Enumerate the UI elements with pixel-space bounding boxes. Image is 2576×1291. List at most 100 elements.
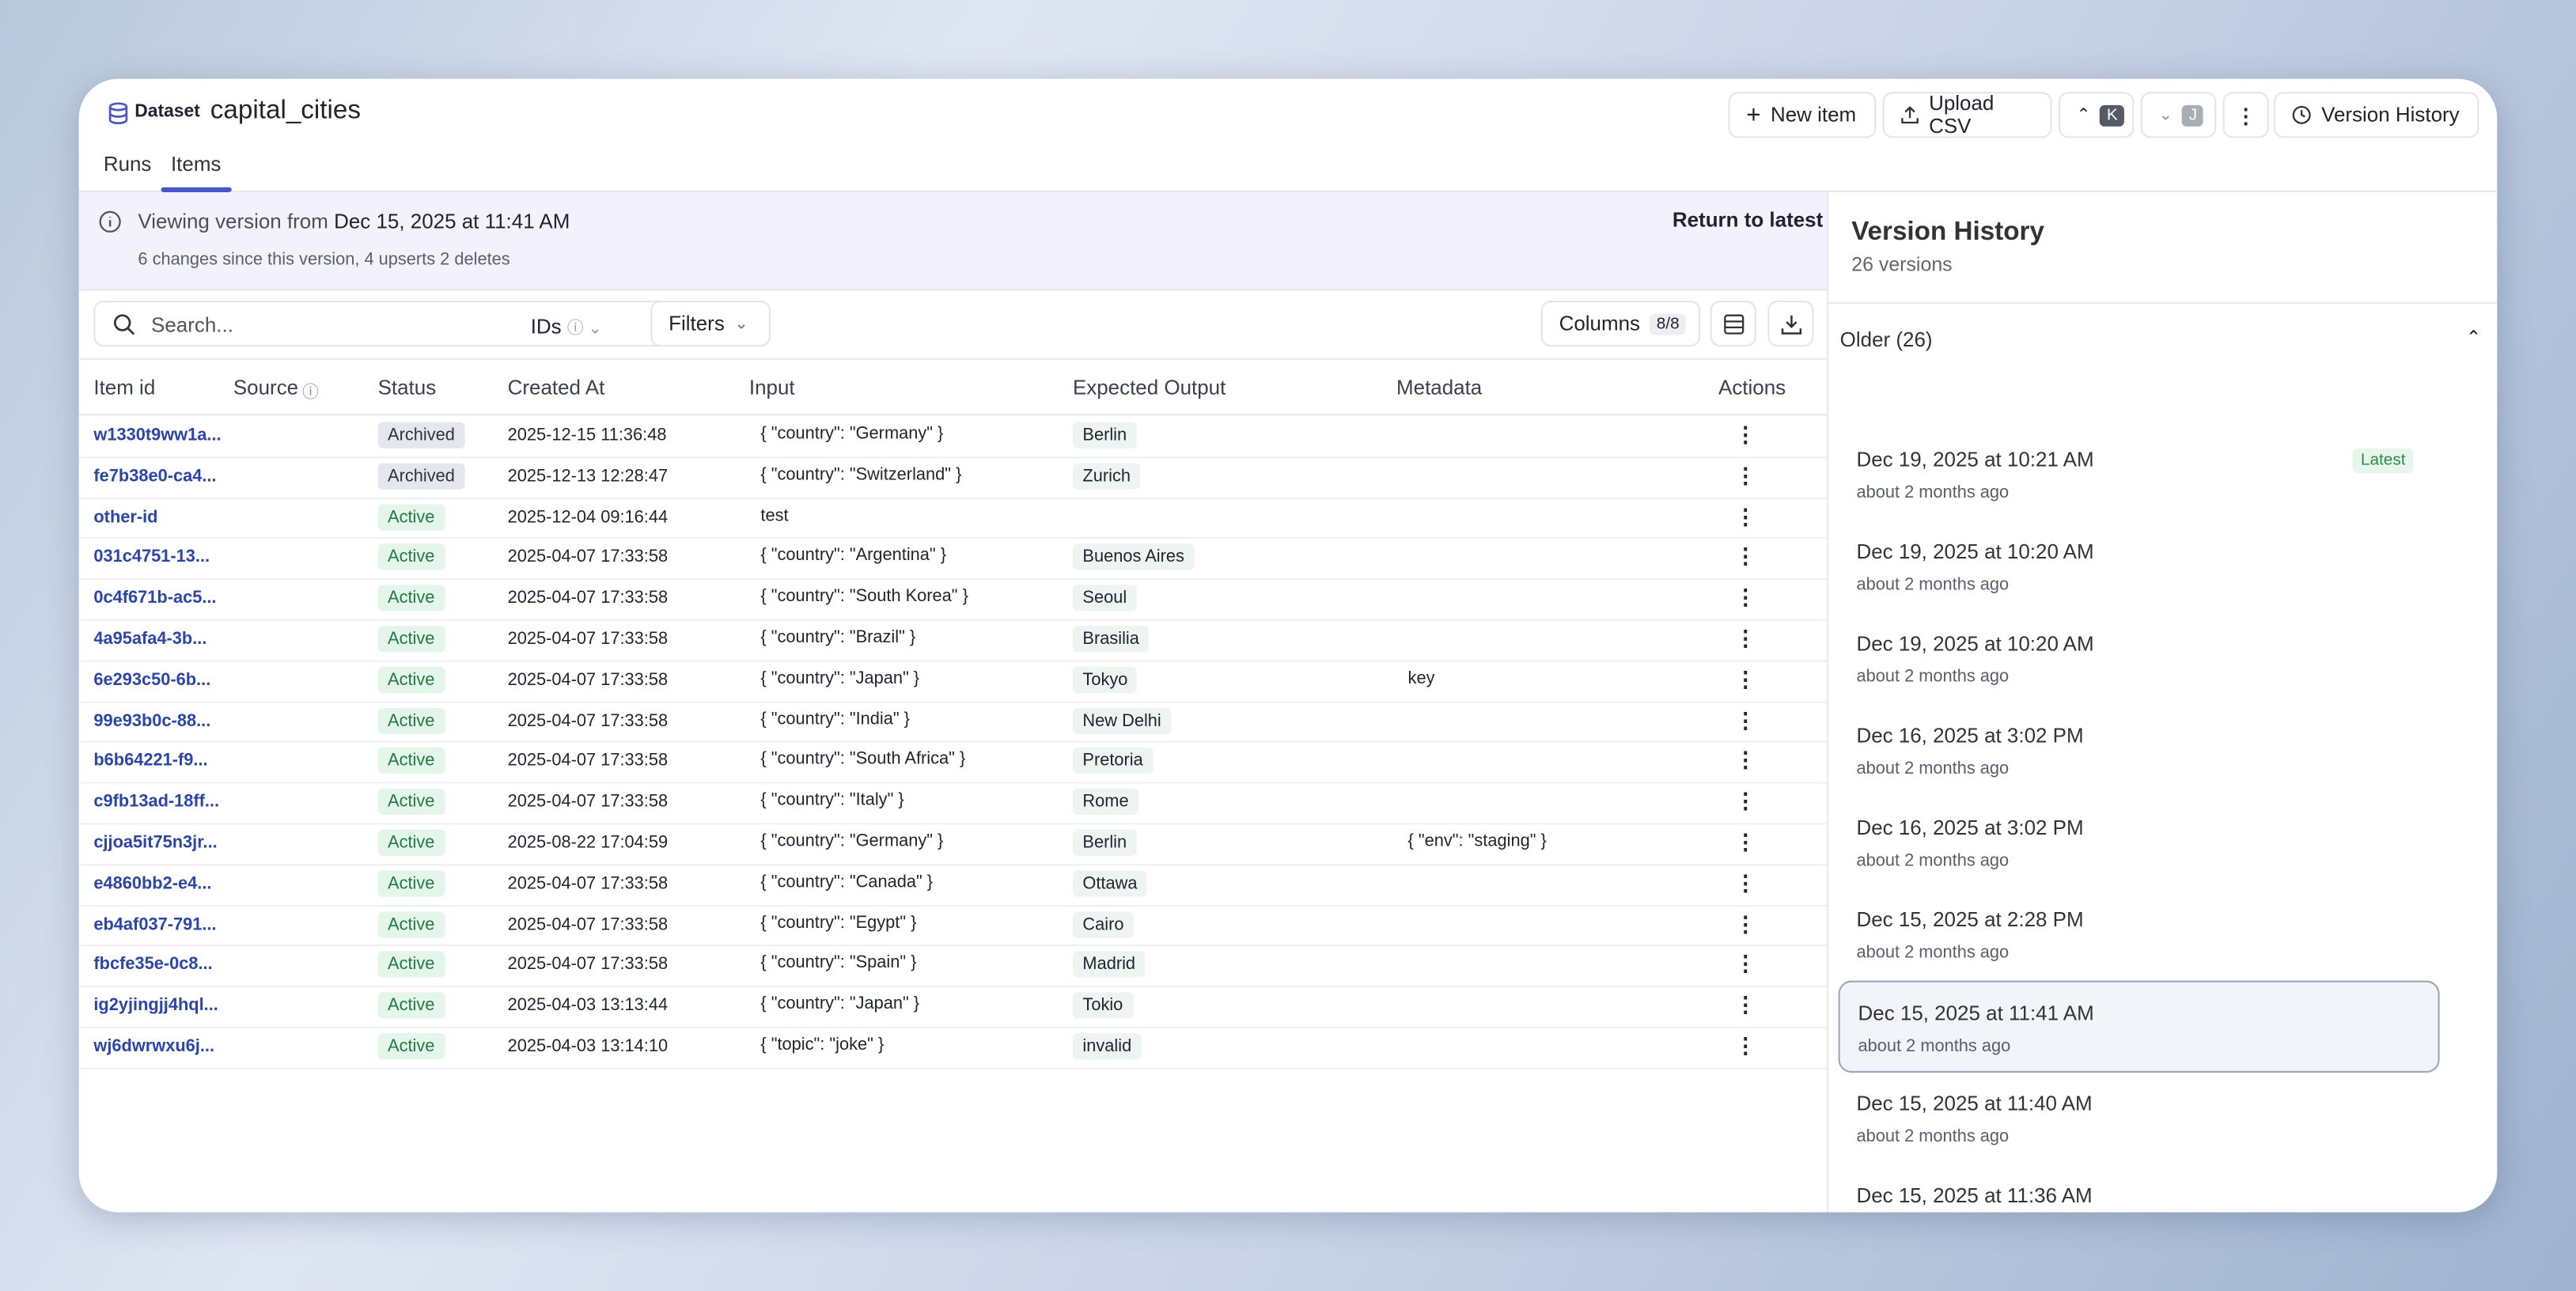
item-id-link[interactable]: fe7b38e0-ca4... xyxy=(93,466,217,486)
item-id-link[interactable]: 99e93b0c-88... xyxy=(93,710,211,731)
row-divider xyxy=(78,497,1828,499)
item-id-link[interactable]: wj6dwrwxu6j... xyxy=(93,1036,215,1057)
source-info-icon: ⓘ xyxy=(302,384,319,403)
input-cell: { "country": "Italy" } xyxy=(760,790,904,811)
item-id-link[interactable]: fbcfe35e-0c8... xyxy=(93,955,213,975)
status-badge: Active xyxy=(377,666,445,693)
row-actions[interactable]: ⋮ xyxy=(1734,585,1756,610)
created-at: 2025-04-07 17:33:58 xyxy=(507,710,669,731)
collapse-icon[interactable]: ⌃ xyxy=(2465,328,2481,349)
columns-button[interactable]: Columns 8/8 xyxy=(1540,300,1701,347)
item-id-link[interactable]: other-id xyxy=(93,506,158,527)
created-at: 2025-12-04 09:16:44 xyxy=(507,506,669,527)
created-at: 2025-04-07 17:33:58 xyxy=(507,873,669,894)
search-box[interactable]: Search... IDs ⓘ ⌄ xyxy=(93,300,771,347)
download-button[interactable] xyxy=(1767,300,1814,347)
item-id-link[interactable]: 6e293c50-6b... xyxy=(93,669,211,690)
version-item[interactable]: Dec 15, 2025 at 11:40 AM about 2 months a… xyxy=(1839,1073,2440,1164)
row-actions[interactable]: ⋮ xyxy=(1734,544,1756,570)
new-item-button[interactable]: + New item xyxy=(1728,92,1877,138)
item-id-link[interactable]: 4a95afa4-3b... xyxy=(93,629,207,649)
version-item[interactable]: Dec 16, 2025 at 3:02 PM about 2 months ag… xyxy=(1839,797,2440,888)
ids-selector[interactable]: IDs ⓘ ⌄ xyxy=(530,315,602,339)
version-item[interactable]: Dec 19, 2025 at 10:20 AM about 2 months a… xyxy=(1839,521,2440,612)
row-actions[interactable]: ⋮ xyxy=(1734,503,1756,528)
item-id-link[interactable]: eb4af037-791... xyxy=(93,914,217,934)
item-id-link[interactable]: e4860bb2-e4... xyxy=(93,873,212,894)
row-actions[interactable]: ⋮ xyxy=(1734,870,1756,895)
density-button[interactable] xyxy=(1710,300,1756,347)
item-id-link[interactable]: b6b64221-f9... xyxy=(93,751,208,771)
status-badge: Archived xyxy=(377,422,465,449)
item-id-link[interactable]: w1330t9ww1a... xyxy=(93,425,222,445)
input-cell: { "topic": "joke" } xyxy=(760,1035,885,1055)
version-age: about 2 months ago xyxy=(1856,483,2010,503)
version-item[interactable]: Dec 16, 2025 at 3:02 PM about 2 months ag… xyxy=(1839,705,2440,797)
status-badge: Active xyxy=(377,789,445,816)
upload-icon xyxy=(1901,106,1919,124)
return-to-latest[interactable]: Return to latest xyxy=(1672,208,1824,232)
row-divider xyxy=(78,823,1828,825)
version-item[interactable]: Dec 19, 2025 at 10:20 AM about 2 months a… xyxy=(1839,613,2440,705)
row-actions[interactable]: ⋮ xyxy=(1734,748,1756,773)
upload-csv-button[interactable]: Upload CSV xyxy=(1882,92,2052,138)
version-item[interactable]: Dec 15, 2025 at 2:28 PM about 2 months ag… xyxy=(1839,888,2440,980)
divider xyxy=(78,190,2498,192)
item-id-link[interactable]: cjjoa5it75n3jr... xyxy=(93,832,218,853)
row-actions[interactable]: ⋮ xyxy=(1734,992,1756,1017)
input-cell: { "country": "Egypt" } xyxy=(760,912,917,933)
row-actions[interactable]: ⋮ xyxy=(1734,911,1756,936)
button-label: Version History xyxy=(2321,103,2460,127)
version-age: about 2 months ago xyxy=(1858,1036,2011,1057)
item-id-link[interactable]: 031c4751-13... xyxy=(93,547,210,568)
previous-button[interactable]: ⌃ K xyxy=(2058,92,2135,138)
version-item[interactable]: Dec 15, 2025 at 11:41 AM about 2 months a… xyxy=(1838,980,2440,1073)
tab[interactable]: Runs xyxy=(103,153,152,176)
version-panel: Version History 26 versions Older (26) ⌃… xyxy=(1827,191,2498,1213)
tab[interactable]: Items xyxy=(170,153,222,176)
item-id-link[interactable]: 0c4f671b-ac5... xyxy=(93,588,217,608)
input-cell: { "country": "Canada" } xyxy=(760,872,934,892)
version-date: Dec 19, 2025 at 10:20 AM xyxy=(1856,540,2094,564)
item-id-link[interactable]: c9fb13ad-18ff... xyxy=(93,792,220,812)
row-actions[interactable]: ⋮ xyxy=(1734,463,1756,488)
divider xyxy=(78,358,1828,360)
row-actions[interactable]: ⋮ xyxy=(1734,952,1756,977)
next-button[interactable]: ⌄ J xyxy=(2140,92,2217,138)
group-header[interactable]: Older (26) xyxy=(1839,328,1933,352)
expected-output-badge: Madrid xyxy=(1072,952,1146,979)
row-actions[interactable]: ⋮ xyxy=(1734,422,1756,447)
expected-output-badge: Pretoria xyxy=(1072,748,1154,774)
row-actions[interactable]: ⋮ xyxy=(1734,789,1756,814)
created-at: 2025-04-07 17:33:58 xyxy=(507,588,669,608)
more-button[interactable]: ⋮ xyxy=(2222,92,2269,138)
version-date: Dec 15, 2025 at 2:28 PM xyxy=(1856,908,2084,932)
rows-icon xyxy=(1723,313,1744,334)
column-header: Source xyxy=(233,376,299,399)
filters-button[interactable]: Filters ⌄ xyxy=(650,300,771,347)
expected-output-badge: Buenos Aires xyxy=(1072,544,1195,571)
row-actions[interactable]: ⋮ xyxy=(1734,666,1756,691)
dataset-window: Dataset capital_cities + New item Upload … xyxy=(78,78,2498,1213)
row-actions[interactable]: ⋮ xyxy=(1734,707,1756,733)
metadata-cell: { "env": "staging" } xyxy=(1407,831,1547,851)
dataset-badge: Dataset xyxy=(134,101,200,122)
banner-note: 6 changes since this version, 4 upserts … xyxy=(138,249,510,270)
status-badge: Active xyxy=(377,952,445,979)
version-history-button[interactable]: Version History xyxy=(2273,92,2479,138)
row-actions[interactable]: ⋮ xyxy=(1734,626,1756,651)
item-id-link[interactable]: ig2yjingjj4hql... xyxy=(93,995,218,1016)
row-actions[interactable]: ⋮ xyxy=(1734,1033,1756,1058)
created-at: 2025-04-07 17:33:58 xyxy=(507,792,669,812)
row-divider xyxy=(78,537,1828,539)
column-header: Actions xyxy=(1718,376,1786,399)
input-cell: { "country": "Japan" } xyxy=(760,668,920,688)
download-icon xyxy=(1780,314,1801,334)
version-date: Dec 16, 2025 at 3:02 PM xyxy=(1856,724,2084,748)
metadata-cell: key xyxy=(1407,668,1435,688)
version-item[interactable]: Dec 19, 2025 at 10:21 AM about 2 months a… xyxy=(1839,429,2440,521)
input-cell: { "country": "Japan" } xyxy=(760,994,920,1014)
row-actions[interactable]: ⋮ xyxy=(1734,829,1756,854)
